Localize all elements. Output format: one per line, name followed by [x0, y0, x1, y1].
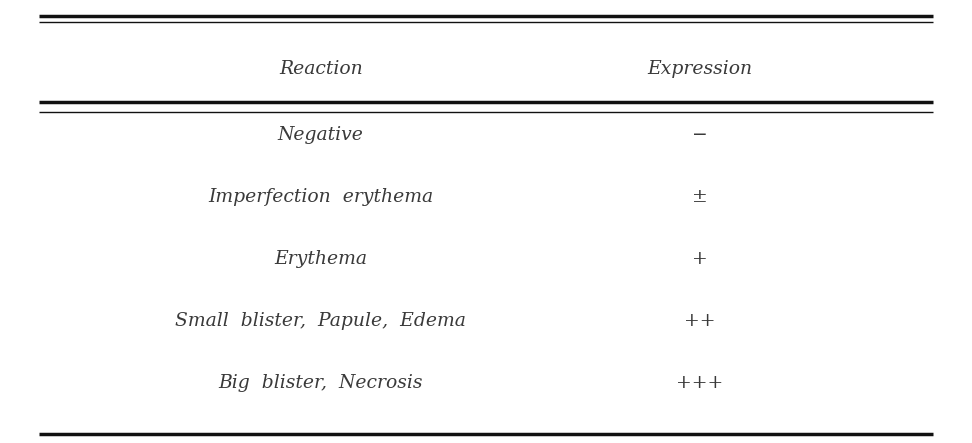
- Text: Small  blister,  Papule,  Edema: Small blister, Papule, Edema: [175, 312, 467, 330]
- Text: Expression: Expression: [647, 60, 752, 78]
- Text: ±: ±: [692, 188, 708, 206]
- Text: Negative: Negative: [278, 126, 364, 144]
- Text: +: +: [692, 250, 708, 268]
- Text: Imperfection  erythema: Imperfection erythema: [208, 188, 434, 206]
- Text: Reaction: Reaction: [279, 60, 363, 78]
- Text: ++: ++: [684, 312, 715, 330]
- Text: Big  blister,  Necrosis: Big blister, Necrosis: [219, 374, 423, 392]
- Text: Erythema: Erythema: [274, 250, 367, 268]
- Text: +++: +++: [677, 374, 723, 392]
- Text: −: −: [692, 126, 708, 144]
